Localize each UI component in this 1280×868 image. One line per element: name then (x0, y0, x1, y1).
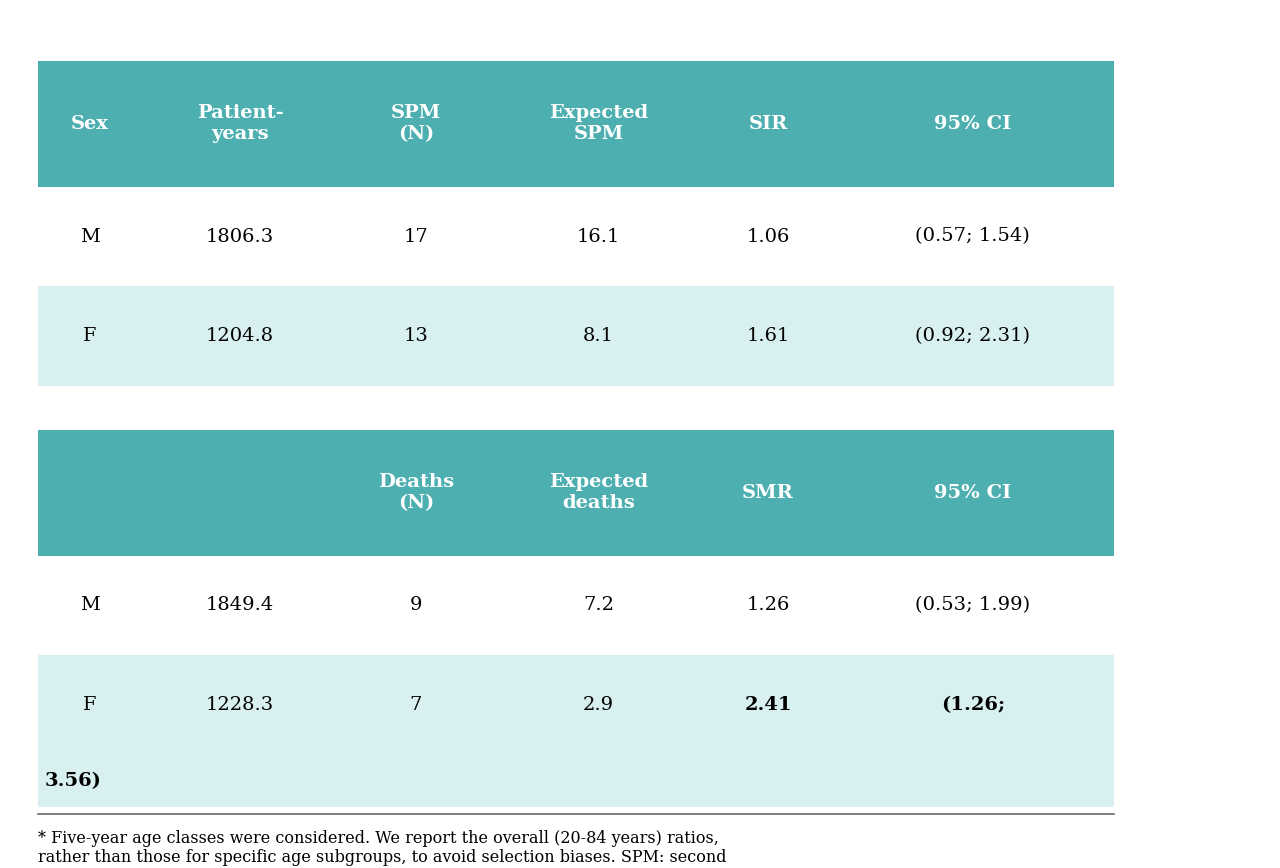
Text: (0.53; 1.99): (0.53; 1.99) (915, 596, 1030, 615)
Bar (704, 556, 832, 655)
Bar (493, 187, 704, 286)
Text: 1.26: 1.26 (746, 596, 790, 615)
Bar (38, 430, 141, 556)
Text: M: M (79, 596, 100, 615)
Bar (141, 430, 339, 556)
Bar (339, 286, 493, 386)
Bar (704, 286, 832, 386)
Bar (141, 187, 339, 286)
Text: 2.9: 2.9 (582, 696, 614, 714)
Bar (832, 655, 1114, 755)
Text: SIR: SIR (749, 115, 787, 133)
Bar (832, 556, 1114, 655)
Bar (704, 655, 832, 755)
Text: (0.92; 2.31): (0.92; 2.31) (915, 327, 1030, 345)
Text: SPM
(N): SPM (N) (390, 104, 442, 143)
Text: 9: 9 (410, 596, 422, 615)
Text: Patient-
years: Patient- years (197, 104, 283, 143)
Bar (141, 556, 339, 655)
Bar (38, 755, 1114, 807)
Bar (339, 430, 493, 556)
Text: (0.57; 1.54): (0.57; 1.54) (915, 227, 1030, 246)
Text: 7: 7 (410, 696, 422, 714)
Text: 7.2: 7.2 (582, 596, 614, 615)
Text: Sex: Sex (70, 115, 109, 133)
Text: F: F (83, 327, 96, 345)
Text: 2.41: 2.41 (744, 696, 792, 714)
Bar (339, 655, 493, 755)
Text: F: F (83, 696, 96, 714)
Text: 95% CI: 95% CI (934, 483, 1011, 502)
Bar (38, 61, 141, 187)
Text: 1204.8: 1204.8 (206, 327, 274, 345)
Bar (704, 61, 832, 187)
Text: 8.1: 8.1 (582, 327, 614, 345)
Bar (38, 187, 141, 286)
Bar (704, 187, 832, 286)
Bar (38, 556, 141, 655)
Bar (832, 286, 1114, 386)
Bar (141, 655, 339, 755)
Text: M: M (79, 227, 100, 246)
Text: 95% CI: 95% CI (934, 115, 1011, 133)
Text: Expected
deaths: Expected deaths (549, 473, 648, 512)
Text: 16.1: 16.1 (577, 227, 620, 246)
Bar (832, 187, 1114, 286)
Text: Expected
SPM: Expected SPM (549, 104, 648, 143)
Bar (493, 556, 704, 655)
Text: 1806.3: 1806.3 (206, 227, 274, 246)
Bar (493, 61, 704, 187)
Text: 1849.4: 1849.4 (206, 596, 274, 615)
Text: (1.26;: (1.26; (941, 696, 1005, 714)
Bar (832, 430, 1114, 556)
Text: Deaths
(N): Deaths (N) (378, 473, 454, 512)
Bar (38, 655, 141, 755)
Bar (493, 655, 704, 755)
Bar (493, 430, 704, 556)
Text: 17: 17 (403, 227, 429, 246)
Bar (339, 556, 493, 655)
Text: 1.06: 1.06 (746, 227, 790, 246)
Text: SMR: SMR (742, 483, 794, 502)
Text: 1228.3: 1228.3 (206, 696, 274, 714)
Text: 1.61: 1.61 (746, 327, 790, 345)
Bar (38, 286, 141, 386)
Bar (493, 286, 704, 386)
Text: 13: 13 (403, 327, 429, 345)
Text: 3.56): 3.56) (45, 773, 101, 790)
Bar (141, 286, 339, 386)
Bar (339, 187, 493, 286)
Bar (704, 430, 832, 556)
Bar (339, 61, 493, 187)
Bar (141, 61, 339, 187)
Bar (832, 61, 1114, 187)
Text: * Five-year age classes were considered. We report the overall (20-84 years) rat: * Five-year age classes were considered.… (38, 830, 745, 868)
